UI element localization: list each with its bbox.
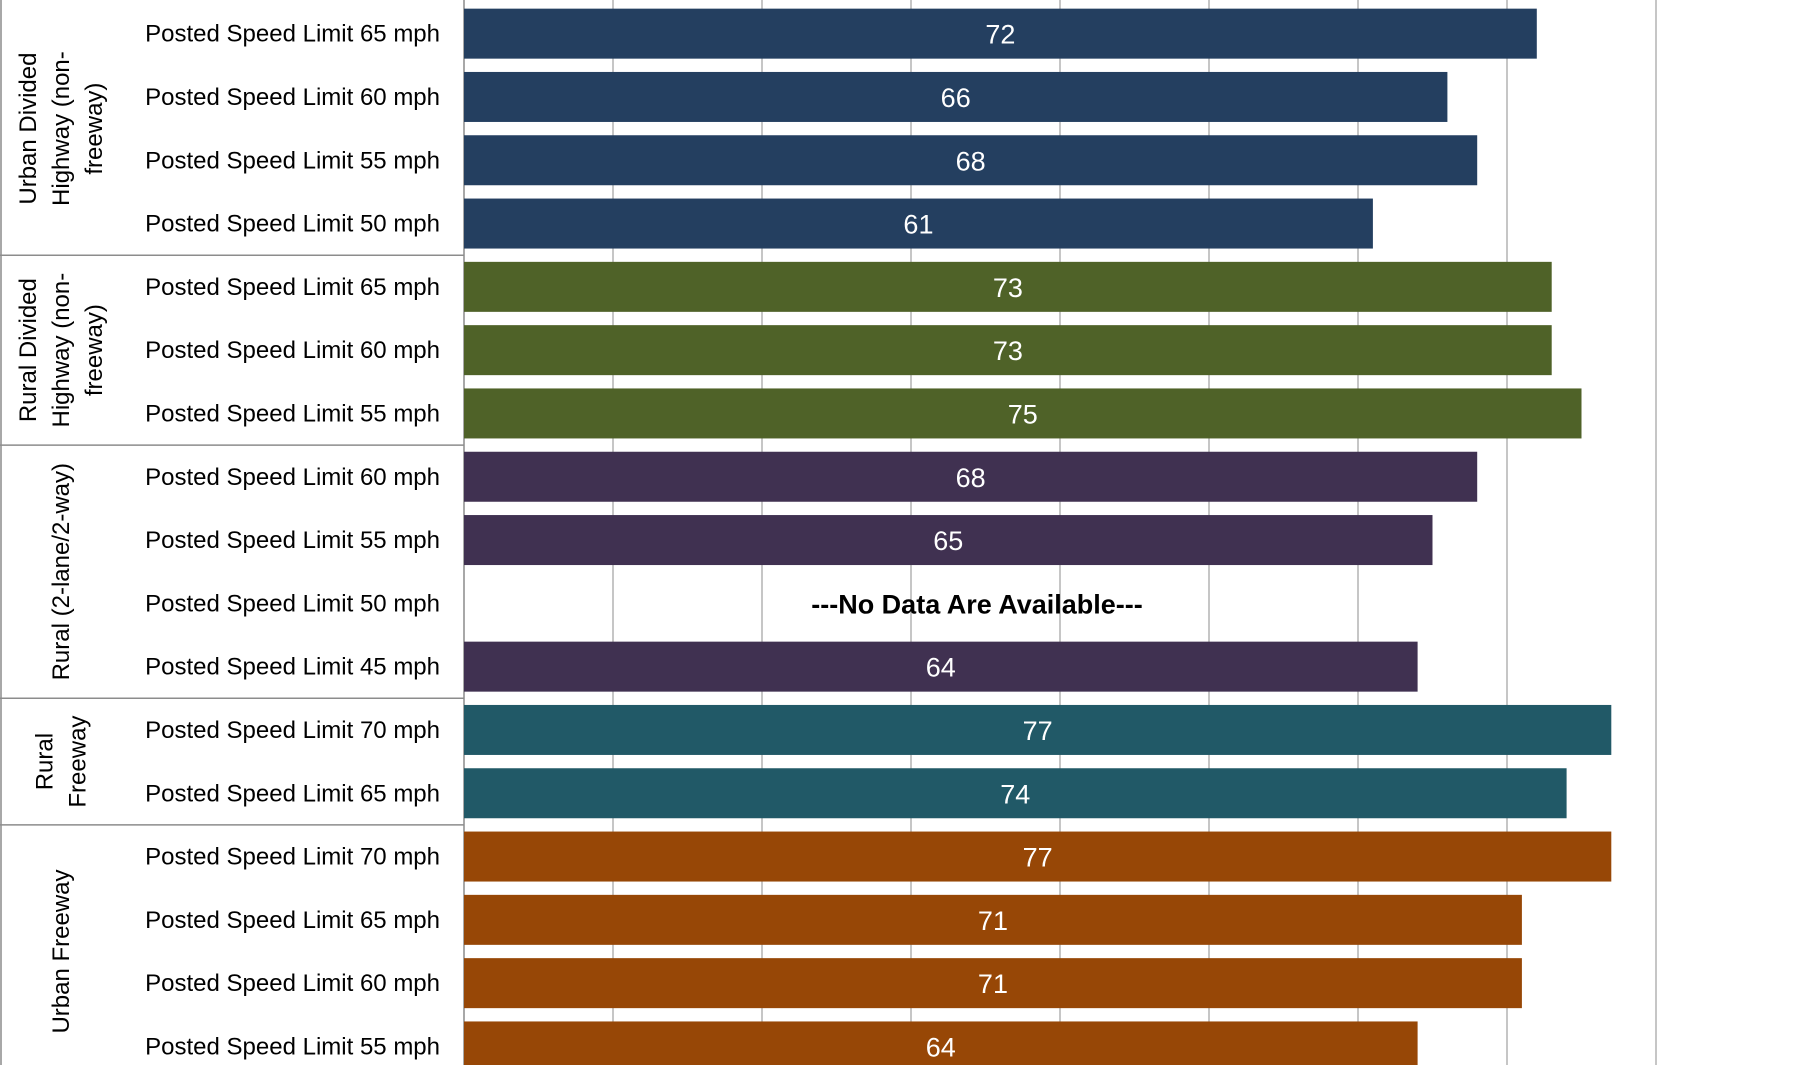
row-label: Posted Speed Limit 55 mph [145,147,440,174]
group-label: Rural [32,733,59,790]
bar [464,958,1522,1009]
row-label: Posted Speed Limit 65 mph [145,907,440,934]
group-label: freeway) [81,83,108,175]
bar [464,135,1478,186]
data-label: 71 [978,969,1008,999]
group-label: Rural Divided [15,278,42,422]
series-group-3: Rural Freeway Posted Speed Limit 70 mph 77 P… [32,704,1612,819]
row-label: Posted Speed Limit 70 mph [145,717,440,744]
bar [464,71,1448,122]
data-label: 73 [993,336,1023,366]
data-label: 64 [926,653,956,683]
row-label: Posted Speed Limit 60 mph [145,970,440,997]
bar [464,704,1612,755]
bar [464,768,1567,819]
group-label: Urban Freeway [48,869,75,1033]
bar [464,451,1478,502]
bar [464,261,1552,312]
bar [464,198,1373,249]
bar [464,388,1582,439]
bar [464,325,1552,376]
data-label: 64 [926,1032,956,1062]
bar [464,1021,1418,1070]
row-label: Posted Speed Limit 55 mph [145,527,440,554]
bar [464,515,1433,566]
row-label: Posted Speed Limit 55 mph [145,1033,440,1060]
row-label: Posted Speed Limit 65 mph [145,21,440,48]
bar [464,641,1418,692]
row-label: Posted Speed Limit 70 mph [145,844,440,871]
row-label: Posted Speed Limit 45 mph [145,654,440,681]
category-axis [0,0,464,1065]
group-label: Freeway [65,716,92,808]
group-label: freeway) [81,304,108,396]
series-group-2: Rural (2-lane/2-way) Posted Speed Limit 6… [48,451,1478,692]
data-label: 74 [1000,779,1030,809]
row-label: Posted Speed Limit 60 mph [145,464,440,491]
data-label: 75 [1008,399,1038,429]
data-label: 65 [933,526,963,556]
data-label: 72 [985,20,1015,50]
group-label: Urban Divided [15,53,42,205]
row-label: Posted Speed Limit 50 mph [145,590,440,617]
data-label: 68 [956,146,986,176]
data-label: 68 [956,463,986,493]
data-label: 77 [1023,716,1053,746]
group-label: Rural (2-lane/2-way) [48,463,75,680]
data-label: 66 [941,83,971,113]
series-group-0: Urban Divided Highway (non-freeway) Posted… [15,8,1537,249]
row-label: Posted Speed Limit 65 mph [145,274,440,301]
data-label: 77 [1023,843,1053,873]
bar [464,831,1612,882]
series-group-1: Rural Divided Highway (non-freeway) Posted… [15,261,1582,439]
data-label: 71 [978,906,1008,936]
row-label: Posted Speed Limit 60 mph [145,337,440,364]
group-label: Highway (non- [48,51,75,206]
row-label: Posted Speed Limit 65 mph [145,780,440,807]
bar [464,8,1537,59]
bar [464,894,1522,945]
no-data-label: ---No Data Are Available--- [811,589,1143,619]
row-label: Posted Speed Limit 60 mph [145,84,440,111]
data-label: 61 [903,210,933,240]
row-label: Posted Speed Limit 55 mph [145,400,440,427]
group-label: Highway (non- [48,273,75,428]
row-label: Posted Speed Limit 50 mph [145,211,440,238]
data-label: 73 [993,273,1023,303]
series-group-4: Urban Freeway Posted Speed Limit 70 mph 77… [48,831,1612,1070]
